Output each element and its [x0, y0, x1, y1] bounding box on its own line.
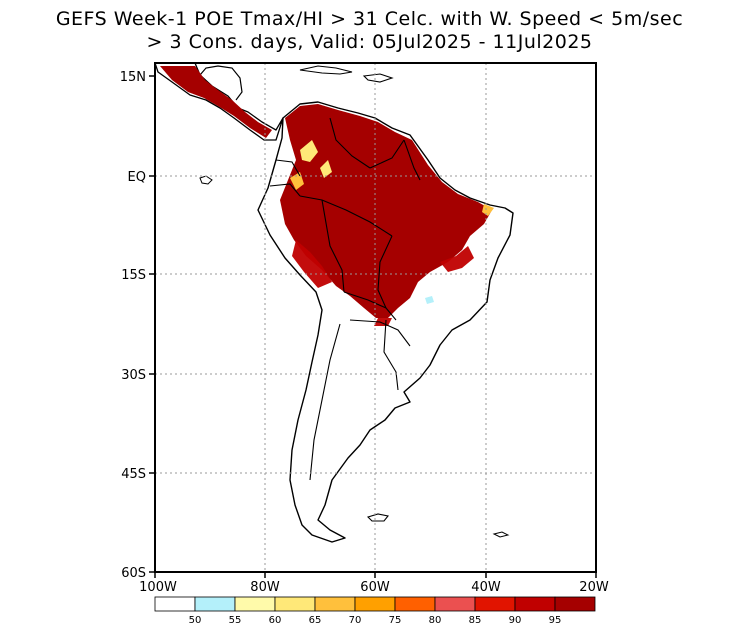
colorbar-swatch: [554, 596, 596, 612]
lat-label-30s: 30S: [121, 368, 146, 383]
grid-lines: [155, 63, 596, 572]
colorbar-swatch: [274, 596, 316, 612]
colorbar-swatch: [154, 596, 196, 612]
colorbar-label: 75: [389, 615, 402, 626]
colorbar-label: 65: [309, 615, 322, 626]
colorbar-swatch: [354, 596, 396, 612]
colorbar-label: 85: [469, 615, 482, 626]
colorbar-label: 95: [549, 615, 562, 626]
caribbean-islands: [299, 65, 394, 83]
probability-shading-90: [292, 240, 474, 326]
probability-shading-central-america: [160, 66, 272, 138]
lon-label-100w: 100W: [139, 580, 177, 595]
latitude-axis: [149, 75, 155, 573]
colorbar-swatch: [234, 596, 276, 612]
lat-label-45s: 45S: [121, 467, 146, 482]
colorbar-swatch: [474, 596, 516, 612]
galapagos-islands: [199, 175, 213, 185]
colorbar: 50 55 60 65 70 75 80 85 90 95: [154, 596, 596, 626]
probability-shading-55: [425, 296, 434, 304]
lon-label-60w: 60W: [360, 580, 390, 595]
colorbar-label: 55: [229, 615, 242, 626]
colorbar-label: 60: [269, 615, 282, 626]
colorbar-swatch: [314, 596, 356, 612]
longitude-axis: [154, 572, 597, 578]
map-title-line-1: GEFS Week-1 POE Tmax/HI > 31 Celc. with …: [55, 8, 684, 30]
probability-shading-65: [300, 140, 332, 178]
colorbar-swatch: [394, 596, 436, 612]
falkland-islands: [366, 513, 389, 522]
map-title-line-2: > 3 Cons. days, Valid: 05Jul2025 - 11Jul…: [146, 31, 593, 53]
lon-label-80w: 80W: [250, 580, 280, 595]
lat-label-60s: 60S: [121, 566, 146, 581]
colorbar-label: 70: [349, 615, 362, 626]
colorbar-label: 80: [429, 615, 442, 626]
colorbar-swatch: [434, 596, 476, 612]
probability-shading-core: [280, 104, 492, 318]
lat-label-eq: EQ: [128, 170, 146, 185]
country-borders: [269, 117, 421, 481]
lat-label-15s: 15S: [121, 268, 146, 283]
yucatan-coast: [199, 65, 243, 101]
colorbar-label: 50: [189, 615, 202, 626]
south-georgia-island: [492, 531, 510, 538]
colorbar-swatch: [194, 596, 236, 612]
lon-label-20w: 20W: [579, 580, 609, 595]
lat-label-15n: 15N: [120, 70, 146, 85]
colorbar-label: 90: [509, 615, 522, 626]
colorbar-swatch: [514, 596, 556, 612]
lon-label-40w: 40W: [471, 580, 501, 595]
